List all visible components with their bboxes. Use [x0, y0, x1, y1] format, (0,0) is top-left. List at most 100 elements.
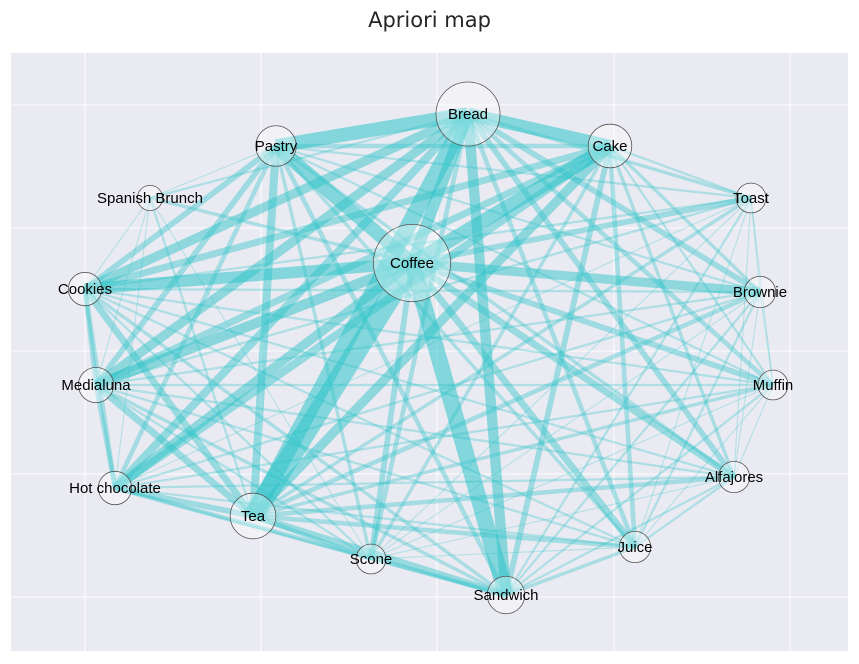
- edge-medialuna-alfajores: [95, 383, 735, 479]
- edge-tea-spanish-brunch: [148, 197, 255, 517]
- edge-sandwich-scone: [370, 557, 507, 597]
- edge-muffin-toast: [750, 197, 774, 386]
- edge-juice-alfajores: [634, 476, 735, 548]
- edge-sandwich-alfajores: [505, 475, 735, 597]
- edge-scone-muffin: [370, 384, 774, 560]
- edge-hot-chocolate-brownie: [114, 290, 761, 490]
- edge-cookies-medialuna: [82, 288, 99, 386]
- edge-coffee-alfajores: [410, 260, 736, 480]
- edge-scone-brownie: [370, 291, 761, 560]
- node-label-hot-chocolate: Hot chocolate: [69, 480, 161, 497]
- node-pastry: [255, 125, 297, 167]
- edge-pastry-sandwich: [273, 144, 509, 597]
- node-layer: [67, 81, 789, 615]
- edge-sandwich-hot-chocolate: [114, 485, 507, 598]
- edge-cake-alfajores: [608, 145, 736, 478]
- edge-pastry-medialuna: [93, 144, 279, 387]
- chart-title: Apriori map: [368, 8, 491, 32]
- node-coffee: [372, 223, 452, 303]
- edge-sandwich-juice: [505, 545, 636, 597]
- node-label-spanish-brunch: Spanish Brunch: [97, 190, 203, 207]
- edge-bread-cookies: [83, 109, 470, 294]
- edge-cake-juice: [607, 145, 638, 548]
- edge-tea-brownie: [252, 289, 761, 519]
- edge-sandwich-toast: [505, 197, 752, 596]
- node-spanish-brunch: [137, 185, 163, 211]
- edge-coffee-cookies: [84, 257, 413, 295]
- edge-pastry-alfajores: [274, 144, 736, 479]
- edge-alfajores-scone: [370, 476, 735, 560]
- edge-pastry-muffin: [275, 144, 774, 387]
- node-label-sandwich: Sandwich: [473, 587, 538, 604]
- edge-bread-sandwich: [462, 113, 512, 596]
- node-label-bread: Bread: [448, 106, 488, 123]
- edge-hot-chocolate-juice: [114, 486, 636, 549]
- edge-alfajores-toast: [733, 197, 752, 478]
- edge-pastry-brownie: [275, 144, 761, 294]
- edge-tea-sandwich: [251, 512, 508, 599]
- node-label-tea: Tea: [241, 508, 266, 525]
- node-label-brownie: Brownie: [733, 284, 787, 301]
- edge-alfajores-brownie: [733, 291, 761, 478]
- node-muffin: [757, 369, 789, 401]
- label-layer: Bread Cake Toast Brownie Muffin Alfajores Juic…: [58, 106, 793, 604]
- edge-tea-medialuna: [93, 382, 256, 519]
- node-label-cake: Cake: [592, 138, 627, 155]
- node-brownie: [743, 275, 777, 309]
- edge-juice-muffin: [634, 384, 774, 548]
- node-juice: [618, 530, 652, 564]
- edge-medialuna-juice: [95, 383, 636, 549]
- edge-coffee-scone: [368, 262, 415, 560]
- edge-sandwich-brownie: [505, 291, 761, 596]
- edge-pastry-toast: [275, 144, 752, 200]
- edge-coffee-spanish-brunch: [149, 196, 413, 265]
- node-alfajores: [717, 460, 751, 494]
- edge-bread-pastry: [274, 107, 470, 153]
- edge-juice-brownie: [633, 291, 762, 548]
- edge-bread-hot-chocolate: [112, 111, 471, 491]
- edge-pastry-spanish-brunch: [149, 145, 277, 199]
- node-label-toast: Toast: [733, 190, 770, 207]
- edge-cake-brownie: [608, 144, 762, 294]
- edge-coffee-juice: [409, 260, 638, 550]
- edge-tea-juice: [252, 513, 636, 550]
- node-cake: [587, 123, 633, 169]
- node-label-alfajores: Alfajores: [705, 469, 763, 486]
- edge-hot-chocolate-muffin: [114, 383, 774, 490]
- edge-pastry-hot-chocolate: [112, 145, 279, 489]
- edge-layer: [82, 107, 775, 599]
- edge-coffee-medialuna: [94, 258, 414, 390]
- node-label-cookies: Cookies: [58, 281, 112, 298]
- edge-juice-toast: [634, 197, 752, 548]
- node-label-scone: Scone: [350, 551, 393, 568]
- edge-bread-scone: [368, 113, 471, 560]
- node-medialuna: [77, 366, 115, 404]
- node-label-coffee: Coffee: [390, 255, 434, 272]
- edge-coffee-brownie: [411, 258, 761, 297]
- node-scone: [355, 543, 387, 575]
- node-label-juice: Juice: [617, 539, 652, 556]
- edge-pastry-cookies: [83, 143, 278, 292]
- node-bread: [435, 81, 501, 147]
- edge-sandwich-medialuna: [95, 383, 507, 597]
- edge-pastry-scone: [274, 145, 373, 560]
- edge-coffee-sandwich: [404, 260, 514, 598]
- edge-alfajores-muffin: [733, 384, 774, 478]
- edge-pastry-tea: [248, 145, 281, 517]
- edge-coffee-toast: [411, 195, 752, 266]
- edge-tea-muffin: [252, 383, 774, 518]
- edge-medialuna-scone: [95, 384, 372, 560]
- node-toast: [735, 182, 767, 214]
- edge-bread-medialuna: [93, 110, 471, 389]
- node-tea: [229, 492, 277, 540]
- edge-cake-toast: [609, 144, 752, 200]
- edge-hot-chocolate-alfajores: [114, 475, 735, 490]
- edge-spanish-brunch-hot-chocolate: [114, 197, 151, 489]
- edge-tea-cookies: [82, 286, 256, 519]
- edge-bread-cake: [466, 107, 612, 153]
- edge-cookies-juice: [84, 287, 636, 549]
- edge-hot-chocolate-scone: [114, 486, 372, 561]
- edge-cake-cookies: [84, 142, 611, 293]
